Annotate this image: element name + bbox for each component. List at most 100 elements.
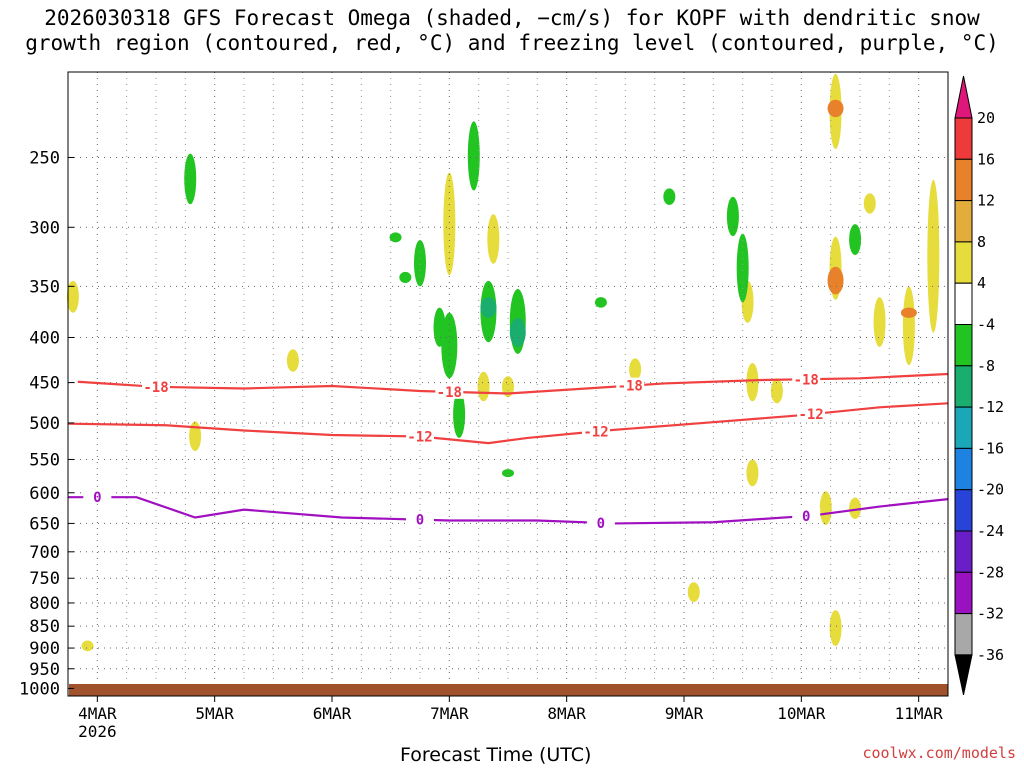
colorbar-swatch-1	[954, 158, 973, 202]
omega-cell-14	[487, 214, 500, 264]
pressure-label-500: 500	[29, 414, 60, 434]
colorbar-label-16: 16	[977, 150, 995, 168]
contour-label-bg	[406, 428, 434, 444]
time-label-4MAR: 4MAR	[78, 704, 117, 723]
omega-cell-9	[441, 312, 458, 379]
omega-cell-7	[414, 239, 426, 287]
colorbar-top-arrow	[954, 75, 973, 119]
contour-label-0-3: -18	[794, 372, 819, 388]
colorbar-swatch-5	[954, 324, 973, 367]
colorbar-label--36: -36	[977, 646, 1004, 664]
omega-cell-40	[873, 297, 886, 347]
contour-layer: -18 -18 -18 -18 -12 -12 -12 0 0 0 0	[67, 371, 949, 532]
chart-title-line2: growth region (contoured, red, °C) and f…	[25, 31, 999, 55]
time-label-6MAR: 6MAR	[313, 704, 352, 723]
contour-label-0-2: -18	[618, 379, 643, 395]
colorbar-bottom-arrow	[954, 654, 973, 696]
omega-cell-24	[687, 582, 700, 602]
contour-line-2	[68, 496, 949, 525]
colorbar-label-4: 4	[977, 274, 986, 292]
contour-label-2-3: 0	[802, 509, 810, 525]
omega-cell-31	[819, 491, 832, 525]
omega-cell-0	[66, 280, 79, 313]
contour-label-0-0: -18	[143, 380, 168, 396]
omega-cell-12	[467, 121, 480, 191]
omega-cell-22	[629, 358, 642, 381]
omega-cell-30	[770, 378, 783, 404]
time-label-7MAR: 7MAR	[430, 704, 469, 723]
contour-label-1-2: -12	[798, 407, 823, 423]
contour-label-0-1: -18	[437, 385, 462, 401]
omega-cell-11	[453, 391, 466, 438]
colorbar-label--4: -4	[977, 316, 995, 334]
contour-label-1-1: -12	[583, 424, 608, 440]
contour-label-bg	[406, 511, 434, 527]
colorbar-label--24: -24	[977, 522, 1004, 540]
pressure-label-900: 900	[29, 639, 60, 659]
plot-frame	[67, 71, 949, 697]
omega-cell-23	[663, 188, 676, 205]
colorbar-swatch-3	[954, 241, 973, 284]
omega-cell-16	[480, 297, 497, 318]
time-label-8MAR: 8MAR	[547, 704, 586, 723]
site-credit[interactable]: coolwx.com/models	[862, 744, 1016, 762]
colorbar-swatch-9	[954, 489, 973, 532]
omega-cell-36	[829, 610, 842, 646]
colorbar-label--28: -28	[977, 563, 1004, 581]
time-label-10MAR: 10MAR	[777, 704, 826, 723]
omega-cell-39	[863, 193, 876, 214]
omega-cell-26	[726, 196, 739, 237]
omega-cell-42	[900, 307, 917, 318]
contour-label-bg	[586, 514, 615, 530]
colorbar-label--16: -16	[977, 439, 1004, 457]
omega-cell-21	[594, 297, 607, 308]
contour-label-bg	[792, 371, 821, 387]
pressure-label-400: 400	[29, 328, 60, 348]
contour-label-2-1: 0	[416, 513, 424, 529]
colorbar-swatch-2	[954, 200, 973, 243]
omega-cell-2	[184, 153, 197, 205]
colorbar-swatch-4	[954, 282, 973, 326]
pressure-label-600: 600	[29, 484, 60, 504]
pressure-axis: 2503003504004505005506006507007508008509…	[19, 148, 74, 699]
colorbar-legend: 20 16 12 8 4 -4 -8 -12 -16 -20 -24 -28 -32 -36	[954, 75, 1004, 696]
contour-label-bg	[83, 489, 112, 505]
omega-cell-17	[502, 376, 514, 398]
pressure-label-650: 650	[29, 514, 60, 534]
colorbar-label--12: -12	[977, 398, 1004, 416]
pressure-label-750: 750	[29, 569, 60, 589]
pressure-label-450: 450	[29, 374, 60, 394]
pressure-label-1000: 1000	[19, 679, 60, 699]
time-label-5MAR: 5MAR	[195, 704, 234, 723]
colorbar-label--20: -20	[977, 481, 1004, 499]
pressure-label-550: 550	[29, 450, 60, 470]
contour-label-2-0: 0	[93, 490, 101, 506]
omega-cell-13	[477, 371, 490, 402]
colorbar-swatch-6	[954, 365, 973, 408]
omega-cell-18	[502, 469, 514, 478]
pressure-label-950: 950	[29, 660, 60, 680]
colorbar-swatch-0	[954, 117, 973, 160]
time-axis: 4MAR 5MAR 6MAR 7MAR 8MAR 9MAR 10MAR 11MAR 2026	[78, 696, 943, 741]
contour-label-2-2: 0	[597, 516, 605, 532]
omega-cell-4	[286, 349, 299, 372]
omega-cell-3	[189, 421, 202, 451]
colorbar-label--8: -8	[977, 357, 995, 375]
pressure-label-250: 250	[29, 148, 60, 168]
contour-label-bg	[142, 378, 170, 394]
omega-shading-layer	[66, 73, 940, 652]
omega-cell-6	[399, 271, 412, 284]
contour-label-bg	[435, 383, 464, 399]
time-label-year: 2026	[78, 722, 117, 741]
ground-terrain-band	[69, 684, 948, 696]
contour-label-bg	[616, 377, 645, 393]
pressure-label-300: 300	[29, 218, 60, 238]
omega-cell-38	[849, 497, 862, 519]
colorbar-swatch-12	[954, 613, 973, 656]
contour-label-bg	[792, 508, 821, 524]
pressure-label-850: 850	[29, 617, 60, 637]
omega-cell-5	[389, 232, 402, 243]
time-label-9MAR: 9MAR	[665, 704, 704, 723]
x-axis-title: Forecast Time (UTC)	[400, 744, 592, 766]
